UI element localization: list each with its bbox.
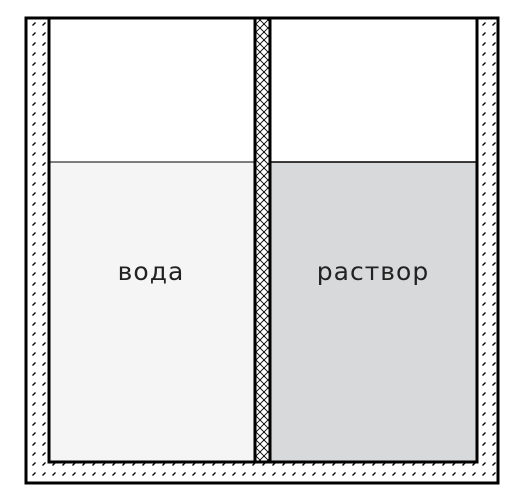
right-compartment-air [270, 18, 477, 162]
right-compartment-label: раствор [317, 257, 429, 286]
left-compartment-air [49, 18, 255, 162]
left-compartment-liquid [49, 162, 255, 462]
left-compartment-label: вода [118, 257, 185, 286]
membrane [255, 18, 270, 462]
right-compartment-liquid [270, 162, 477, 462]
vessel-outline [24, 16, 500, 485]
